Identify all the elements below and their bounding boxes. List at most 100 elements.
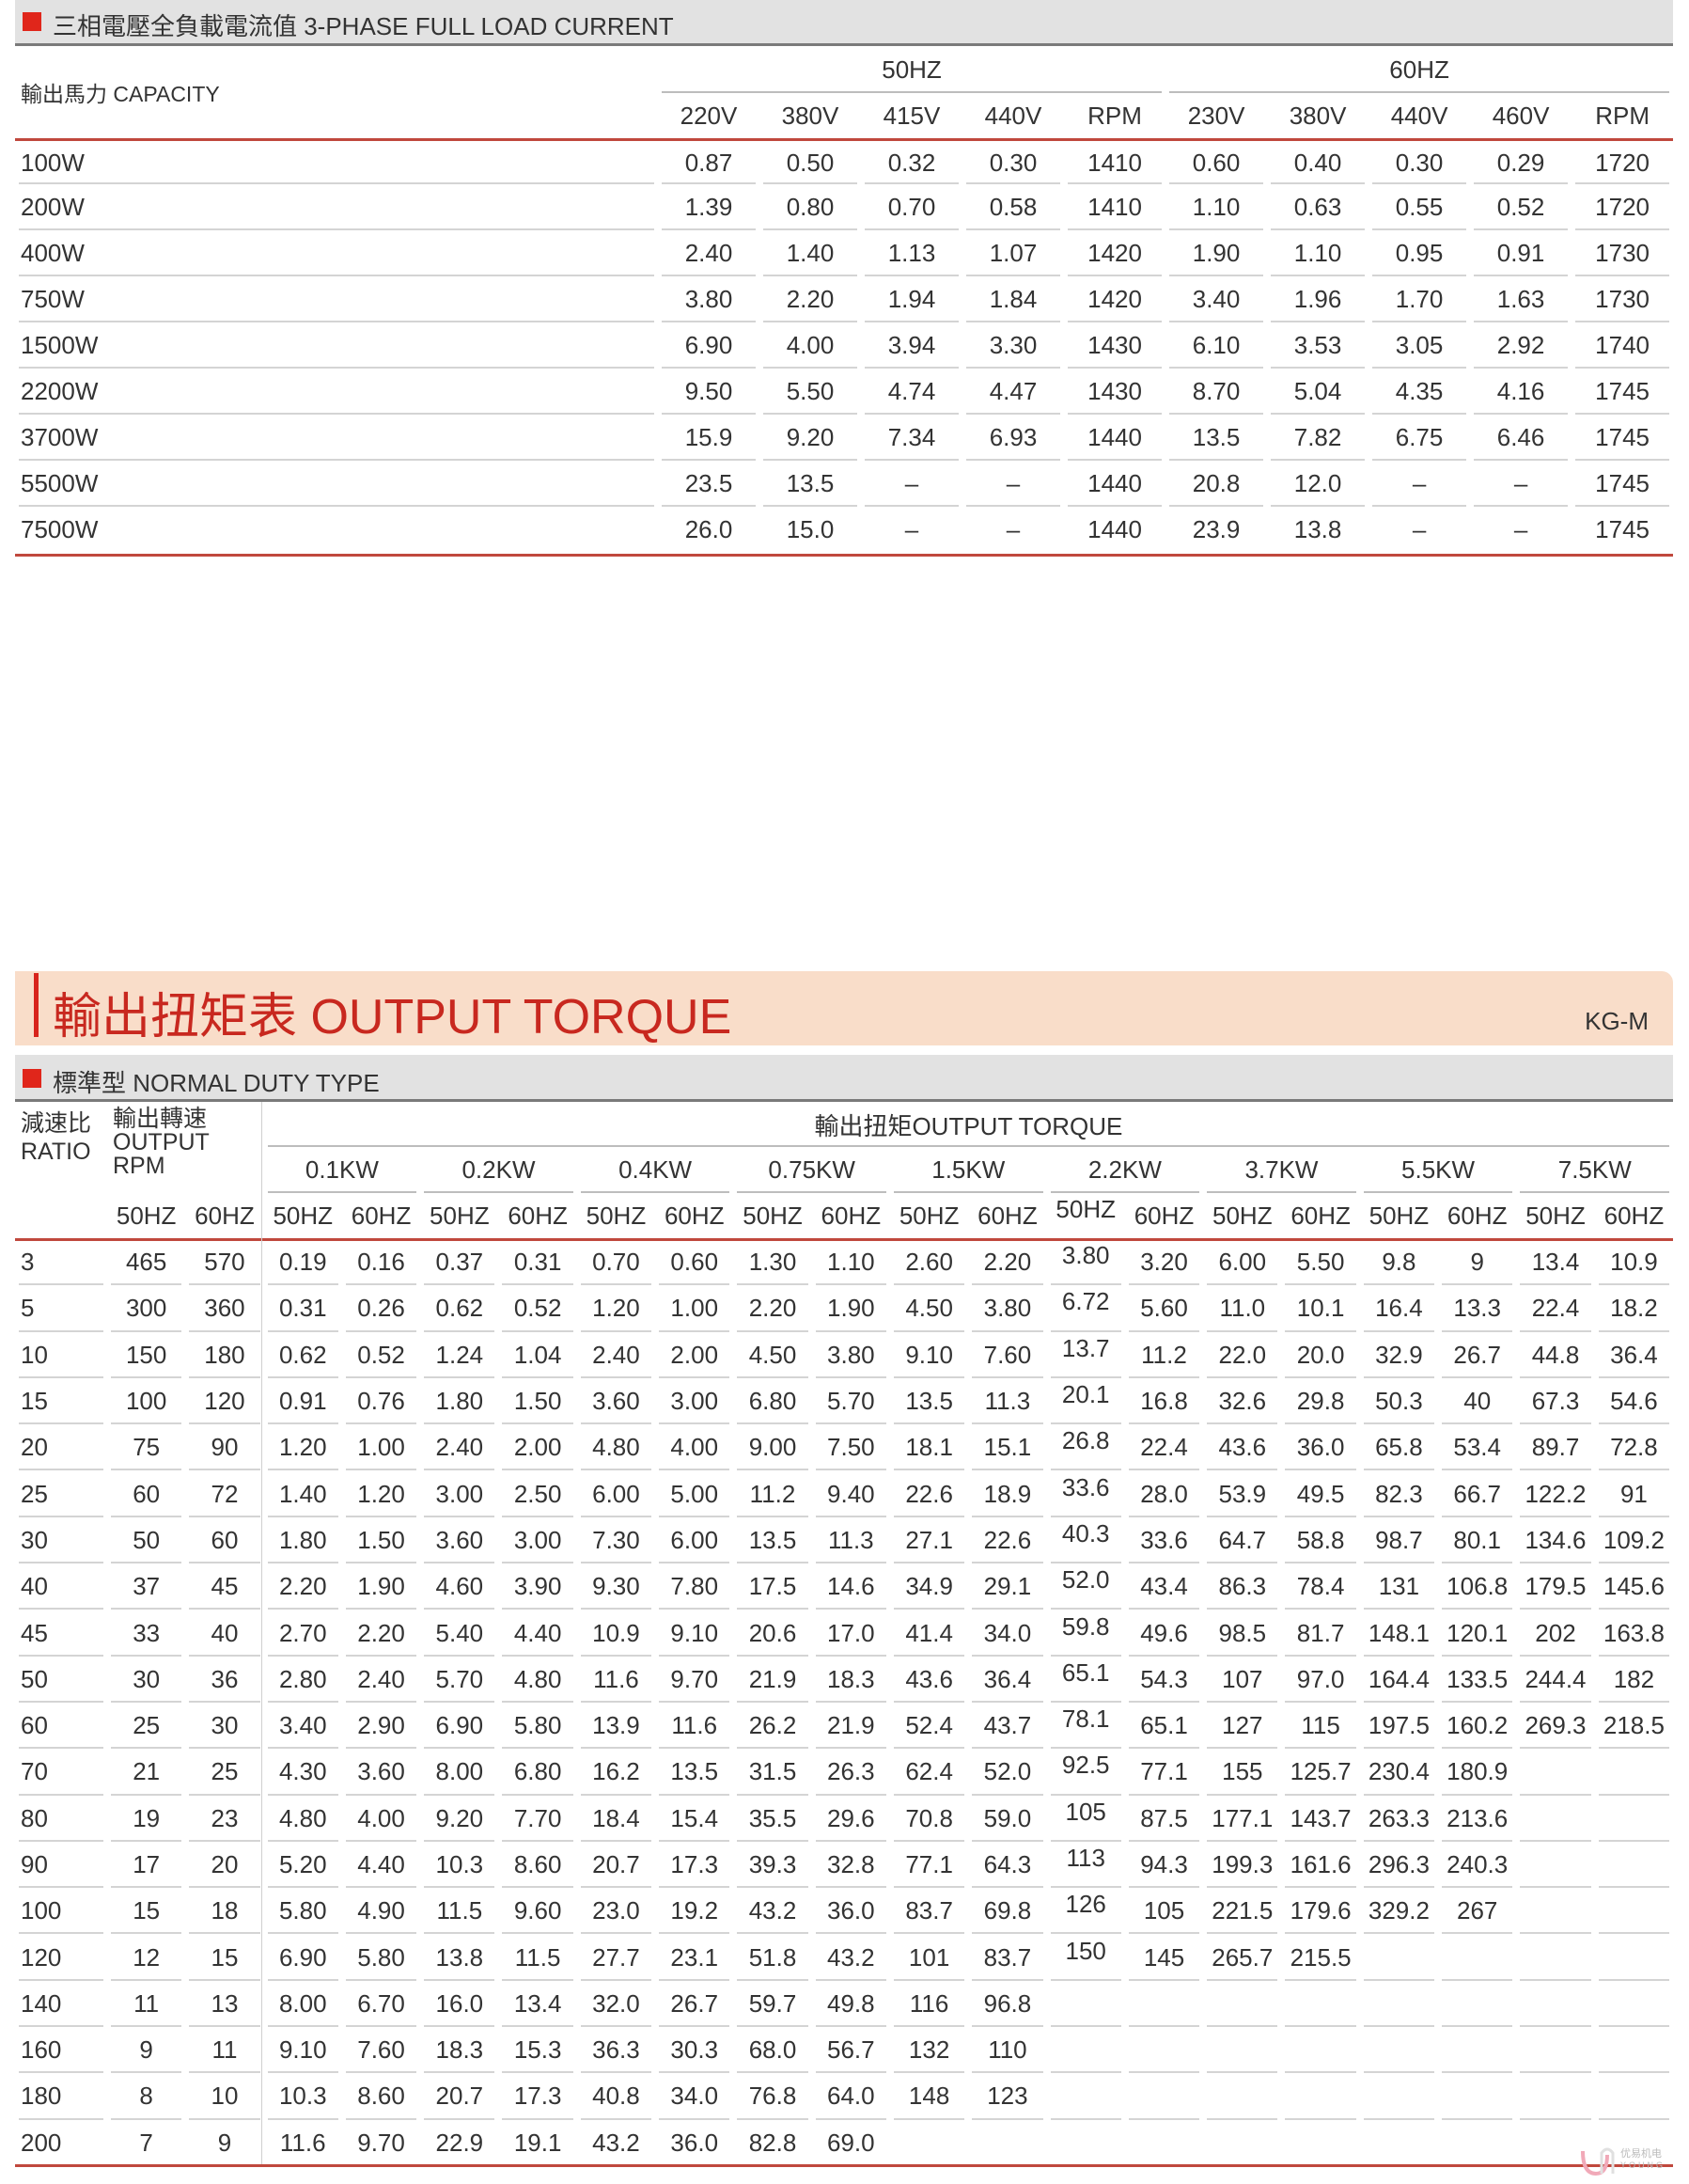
current-cell: – xyxy=(1470,461,1572,507)
rpm-cell-value: 72 xyxy=(211,1479,239,1508)
torque-cell-value: 20.0 xyxy=(1296,1340,1345,1369)
torque-cell: 54.6 xyxy=(1594,1377,1674,1425)
torque-cell: 14.6 xyxy=(811,1563,890,1611)
torque-cell-value: 9.30 xyxy=(592,1572,640,1601)
torque-cell-value: 52.4 xyxy=(905,1711,953,1740)
rpm-cell: 60 xyxy=(107,1470,186,1517)
rpm-cell-value: 11 xyxy=(211,2035,238,2065)
torque-cell-value: 0.52 xyxy=(513,1294,562,1323)
ratio-cell-value: 70 xyxy=(21,1757,48,1786)
torque-cell xyxy=(1203,2027,1282,2074)
rpm-cell-value: 30 xyxy=(211,1711,239,1740)
torque-cell: 2.20 xyxy=(733,1285,812,1332)
torque-cell: 4.50 xyxy=(733,1331,812,1378)
torque-cell: 10.9 xyxy=(1594,1239,1674,1286)
group-header-50hz: 50HZ xyxy=(658,46,1166,93)
torque-cell: 1.90 xyxy=(811,1285,890,1332)
torque-cell-value: 89.7 xyxy=(1531,1433,1580,1462)
torque-cell: 230.4 xyxy=(1359,1749,1439,1796)
current-cell: 3.80 xyxy=(658,276,759,322)
torque-cell: 13.5 xyxy=(655,1749,734,1796)
torque-cell-value: 1.80 xyxy=(435,1387,484,1416)
current-cell: 3.53 xyxy=(1267,322,1369,369)
torque-cell xyxy=(1438,1934,1517,1981)
torque-cell-value: 98.7 xyxy=(1375,1525,1423,1554)
ratio-header: 減速比 RATIO xyxy=(15,1102,107,1239)
torque-cell-value: 0.37 xyxy=(435,1248,484,1277)
ratio-cell: 50 xyxy=(15,1656,107,1703)
torque-cell: 2.00 xyxy=(655,1331,734,1378)
torque-cell-value: 2.50 xyxy=(513,1479,562,1508)
torque-cell: 9.40 xyxy=(811,1470,890,1517)
rpm-cell-value: 15 xyxy=(211,1942,239,1972)
torque-cell: 29.6 xyxy=(811,1795,890,1842)
rpm-cell-value: 37 xyxy=(133,1572,161,1601)
rpm-cell: 180 xyxy=(185,1331,264,1378)
torque-cell-value: 145 xyxy=(1143,1942,1185,1972)
ratio-cell-value: 20 xyxy=(21,1433,48,1462)
torque-cell: 215.5 xyxy=(1281,1934,1360,1981)
torque-cell: 0.26 xyxy=(341,1285,421,1332)
current-cell: 13.5 xyxy=(1165,415,1268,461)
torque-cell xyxy=(1359,1980,1439,2028)
ratio-cell: 40 xyxy=(15,1563,107,1611)
ratio-cell: 120 xyxy=(15,1934,107,1981)
torque-cell: 0.91 xyxy=(263,1377,342,1425)
power-header: 7.5KW xyxy=(1516,1147,1674,1193)
torque-cell: 81.7 xyxy=(1281,1610,1360,1657)
current-cell: 1.10 xyxy=(1165,184,1268,230)
torque-cell: 126 xyxy=(1046,1888,1125,1935)
torque-cell: 11.0 xyxy=(1203,1285,1282,1332)
torque-cell: 0.37 xyxy=(420,1239,499,1286)
rpm-cell: 50 xyxy=(107,1516,186,1564)
rpm-cell-value: 20 xyxy=(211,1850,239,1878)
torque-cell: 23.1 xyxy=(655,1934,734,1981)
torque-cell: 2.60 xyxy=(889,1239,969,1286)
torque-cell-value: 160.2 xyxy=(1447,1711,1509,1740)
torque-cell: 3.80 xyxy=(1046,1239,1125,1286)
torque-cell-value: 40.8 xyxy=(592,2082,640,2111)
torque-cell xyxy=(1594,1888,1674,1935)
torque-cell: 36.0 xyxy=(811,1888,890,1935)
torque-cell: 27.7 xyxy=(576,1934,656,1981)
rpm-cell-value: 25 xyxy=(211,1757,239,1786)
current-cell: 1.90 xyxy=(1165,230,1268,276)
torque-cell-value: 22.6 xyxy=(905,1479,953,1508)
rpm-cell-value: 300 xyxy=(125,1294,167,1323)
rpm-header: 輸出轉速 OUTPUT RPM xyxy=(107,1102,264,1193)
torque-cell: 5.80 xyxy=(498,1702,577,1750)
current-cell: 0.52 xyxy=(1470,184,1572,230)
torque-cell-value: 18.3 xyxy=(827,1664,875,1693)
torque-cell: 68.0 xyxy=(733,2027,812,2074)
torque-cell-value: 4.00 xyxy=(670,1433,719,1462)
ratio-cell: 10 xyxy=(15,1331,107,1378)
torque-cell: 4.00 xyxy=(655,1424,734,1471)
current-section-header: 三相電壓全負載電流值 3-PHASE FULL LOAD CURRENT xyxy=(15,0,1673,46)
rpm-cell-value: 18 xyxy=(211,1896,239,1925)
torque-cell: 1.00 xyxy=(341,1424,421,1471)
ratio-cell-value: 25 xyxy=(21,1479,48,1508)
current-cell: 1.07 xyxy=(962,230,1064,276)
torque-cell-value: 36.0 xyxy=(1296,1433,1345,1462)
torque-cell xyxy=(1594,1795,1674,1842)
torque-cell: 1.04 xyxy=(498,1331,577,1378)
torque-cell-value: 110 xyxy=(988,2035,1027,2065)
torque-cell-value: 20.7 xyxy=(592,1850,640,1878)
torque-cell-value: 123 xyxy=(987,2082,1028,2111)
capacity-cell: 400W xyxy=(15,230,658,276)
torque-cell: 50.3 xyxy=(1359,1377,1439,1425)
torque-cell xyxy=(1124,1980,1204,2028)
current-cell: 2.40 xyxy=(658,230,759,276)
torque-cell-value: 197.5 xyxy=(1368,1711,1430,1740)
torque-cell-value: 20.1 xyxy=(1061,1380,1110,1409)
torque-cell: 18.4 xyxy=(576,1795,656,1842)
column-header: 380V xyxy=(781,101,839,130)
torque-cell-value: 0.26 xyxy=(357,1294,405,1323)
torque-cell: 9 xyxy=(1438,1239,1517,1286)
torque-cell-value: 83.7 xyxy=(983,1942,1032,1972)
torque-cell-value: 3.60 xyxy=(357,1757,405,1786)
torque-cell: 36.3 xyxy=(576,2027,656,2074)
current-cell: 0.63 xyxy=(1267,184,1369,230)
torque-cell-value: 11.6 xyxy=(279,2128,326,2157)
ratio-cell: 200 xyxy=(15,2120,107,2166)
